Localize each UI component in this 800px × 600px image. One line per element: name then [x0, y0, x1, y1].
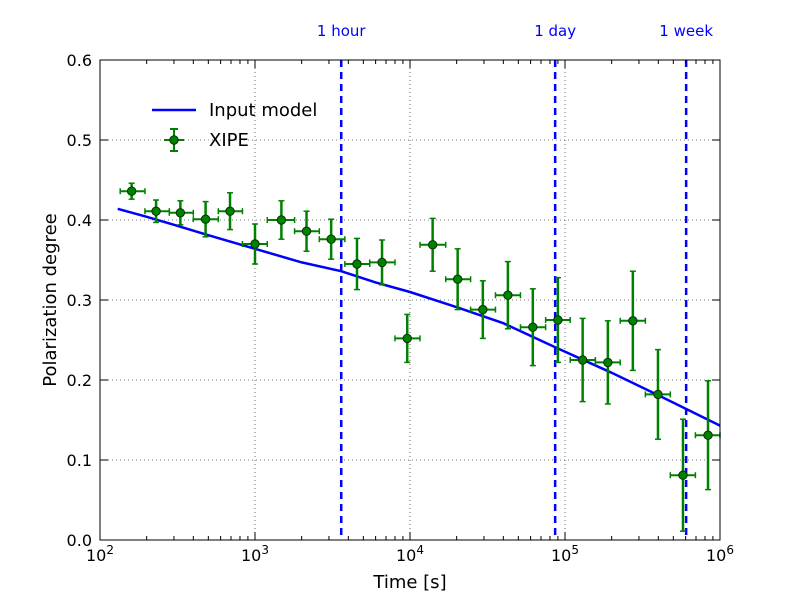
xipe-marker: [326, 234, 336, 244]
xipe-marker: [225, 206, 235, 216]
xipe-marker: [603, 357, 613, 368]
input-model-line: [117, 207, 721, 427]
xipe-marker: [377, 257, 387, 268]
xipe-marker: [301, 226, 312, 236]
grid: [100, 60, 720, 540]
xipe-point: [619, 270, 647, 372]
xipe-marker: [175, 208, 186, 218]
xipe-marker: [250, 239, 260, 249]
time-marker-label: 1 hour: [317, 22, 367, 40]
xipe-marker: [452, 274, 463, 284]
xipe-point: [318, 218, 346, 260]
legend-xipe-label: XIPE: [209, 130, 249, 151]
xipe-marker: [151, 206, 161, 216]
xipe-point: [168, 200, 195, 226]
xipe-points: [119, 182, 721, 532]
y-tick-label: 0.0: [67, 531, 92, 550]
xipe-point: [192, 200, 220, 238]
xipe-point: [241, 223, 269, 265]
x-tick-label: 106: [706, 543, 734, 565]
xipe-point: [144, 199, 171, 224]
xipe-point: [119, 182, 146, 200]
y-tick-label: 0.3: [67, 291, 92, 310]
x-tick-label: 102: [86, 543, 114, 565]
xipe-point: [569, 317, 597, 403]
xipe-point: [369, 239, 396, 286]
xipe-point: [494, 260, 522, 330]
y-tick-label: 0.1: [67, 451, 92, 470]
y-tick-label: 0.2: [67, 371, 92, 390]
xipe-marker: [678, 470, 688, 480]
x-tick-label: 103: [241, 543, 269, 565]
xipe-marker: [402, 333, 412, 344]
xipe-point: [594, 320, 621, 405]
xipe-point: [293, 210, 321, 252]
xipe-point: [266, 200, 296, 240]
xipe-marker: [276, 215, 287, 225]
time-marker-label: 1 week: [659, 22, 713, 40]
xipe-marker: [577, 355, 588, 365]
xipe-marker: [200, 214, 211, 224]
x-tick-label: 105: [551, 543, 579, 565]
legend-model-label: Input model: [209, 100, 317, 121]
xipe-marker: [478, 304, 488, 315]
xipe-point: [519, 288, 547, 367]
y-tick-label: 0.6: [67, 51, 92, 70]
xipe-marker: [427, 240, 438, 250]
xipe-marker: [703, 430, 713, 440]
xipe-point: [344, 237, 371, 291]
xipe-point: [469, 280, 497, 340]
time-marker-label: 1 day: [534, 22, 576, 40]
xipe-marker: [628, 316, 638, 326]
xipe-marker: [126, 186, 137, 196]
y-axis-label: Polarization degree: [40, 213, 61, 386]
xipe-point: [444, 248, 472, 311]
time-markers: 1 hour 1 day 1 week: [317, 22, 713, 540]
y-tick-label: 0.4: [67, 211, 92, 230]
xipe-point: [694, 380, 721, 491]
model-layer: [117, 207, 721, 427]
axis-ticks: 102 103 104 105 106 0.0 0.1 0.2 0.3 0.4 0.5 0.6: [67, 51, 734, 565]
xipe-marker: [653, 389, 663, 400]
xipe-point: [644, 348, 672, 440]
xipe-marker: [503, 290, 513, 300]
legend: Input model XIPE: [152, 100, 317, 152]
xipe-marker: [352, 259, 362, 269]
xipe-marker: [528, 322, 538, 332]
x-tick-label: 104: [396, 543, 424, 565]
y-tick-label: 0.5: [67, 131, 92, 150]
xipe-point: [419, 217, 447, 272]
xipe-point: [544, 276, 571, 364]
xipe-point: [394, 313, 421, 364]
xipe-marker: [553, 315, 563, 325]
xipe-point: [217, 192, 244, 231]
xipe-point: [669, 418, 697, 532]
legend-xipe-swatch: [164, 128, 184, 152]
x-axis-label: Time [s]: [372, 572, 446, 593]
